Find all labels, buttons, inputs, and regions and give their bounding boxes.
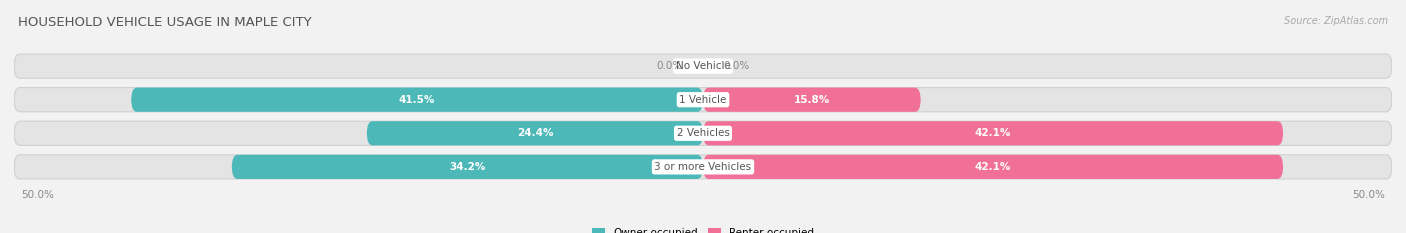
Text: 2 Vehicles: 2 Vehicles (676, 128, 730, 138)
FancyBboxPatch shape (703, 88, 921, 112)
FancyBboxPatch shape (14, 155, 1392, 179)
Text: 42.1%: 42.1% (974, 128, 1011, 138)
Text: 24.4%: 24.4% (516, 128, 553, 138)
Text: 1 Vehicle: 1 Vehicle (679, 95, 727, 105)
FancyBboxPatch shape (232, 155, 703, 179)
Text: Source: ZipAtlas.com: Source: ZipAtlas.com (1284, 16, 1388, 26)
Text: 50.0%: 50.0% (1353, 190, 1385, 200)
Text: 50.0%: 50.0% (21, 190, 53, 200)
FancyBboxPatch shape (14, 121, 1392, 145)
Text: No Vehicle: No Vehicle (675, 61, 731, 71)
Text: 0.0%: 0.0% (657, 61, 682, 71)
FancyBboxPatch shape (131, 88, 703, 112)
Text: 3 or more Vehicles: 3 or more Vehicles (654, 162, 752, 172)
Text: 42.1%: 42.1% (974, 162, 1011, 172)
FancyBboxPatch shape (703, 121, 1284, 145)
FancyBboxPatch shape (703, 155, 1284, 179)
Text: 34.2%: 34.2% (449, 162, 485, 172)
FancyBboxPatch shape (14, 54, 1392, 78)
Text: 0.0%: 0.0% (724, 61, 749, 71)
FancyBboxPatch shape (14, 88, 1392, 112)
Text: 15.8%: 15.8% (794, 95, 830, 105)
Text: 41.5%: 41.5% (399, 95, 436, 105)
FancyBboxPatch shape (367, 121, 703, 145)
Legend: Owner-occupied, Renter-occupied: Owner-occupied, Renter-occupied (588, 224, 818, 233)
Text: HOUSEHOLD VEHICLE USAGE IN MAPLE CITY: HOUSEHOLD VEHICLE USAGE IN MAPLE CITY (18, 16, 312, 29)
